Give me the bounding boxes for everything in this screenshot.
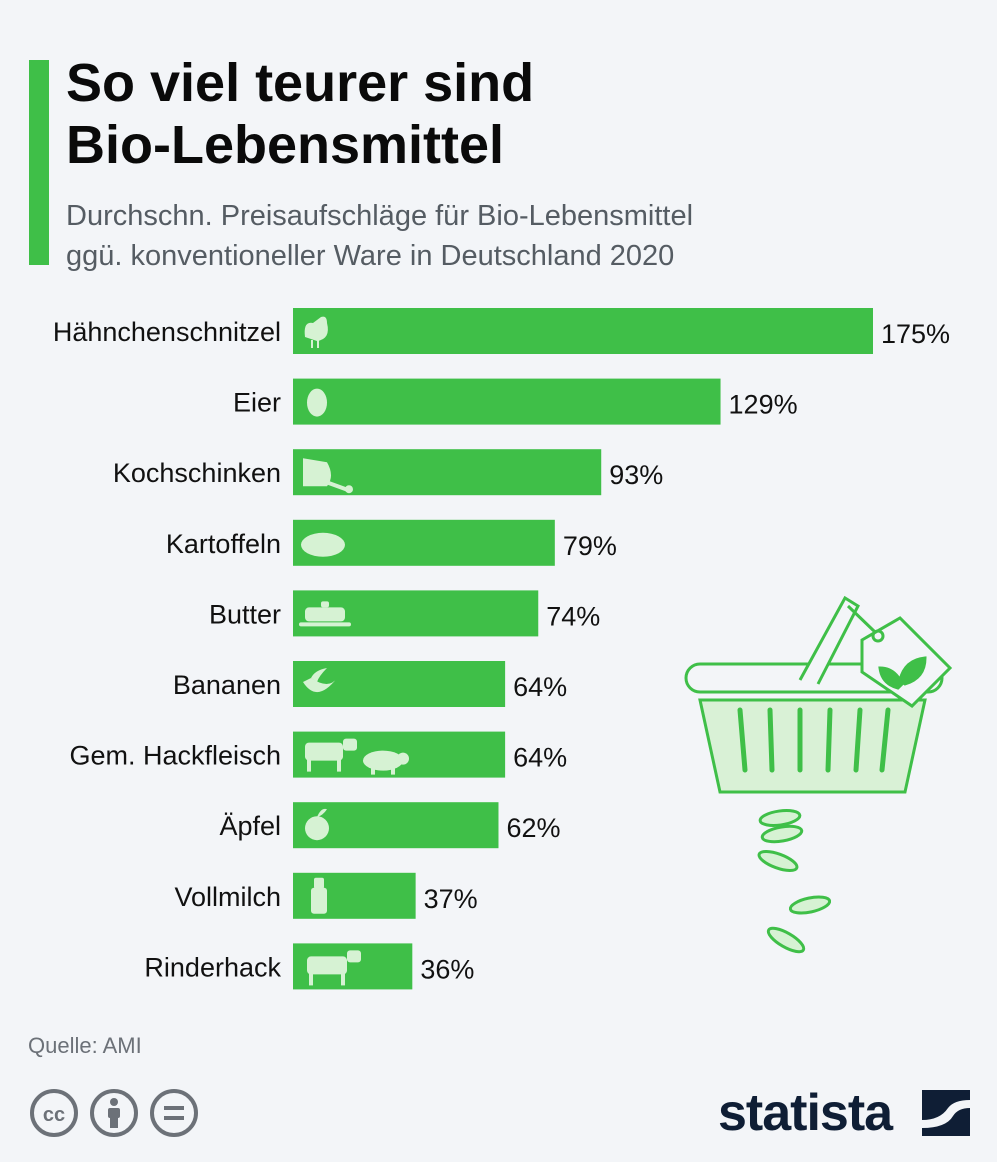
title-line-2: Bio-Lebensmittel bbox=[66, 115, 505, 175]
value-label-1: 129% bbox=[729, 390, 798, 420]
svg-text:cc: cc bbox=[43, 1104, 65, 1126]
cow-and-pig-icon bbox=[305, 738, 409, 775]
value-label-6: 64% bbox=[513, 743, 567, 773]
brand-name: statista bbox=[718, 1084, 893, 1142]
value-label-8: 37% bbox=[424, 884, 478, 914]
title-accent-bar bbox=[29, 60, 49, 265]
value-label-4: 74% bbox=[546, 601, 600, 631]
category-label-2: Kochschinken bbox=[113, 458, 281, 488]
value-label-3: 79% bbox=[563, 531, 617, 561]
shopping-basket-icon bbox=[684, 595, 953, 794]
category-label-5: Bananen bbox=[173, 670, 281, 700]
falling-coins-icon bbox=[757, 809, 832, 954]
bar-1 bbox=[293, 378, 721, 425]
chart-subtitle: Durchschn. Preisaufschläge für Bio-Leben… bbox=[66, 196, 966, 276]
banana-icon bbox=[303, 668, 337, 693]
bar-0 bbox=[293, 308, 873, 354]
subtitle-line-2: ggü. konventioneller Ware in Deutschland… bbox=[66, 240, 675, 272]
category-label-7: Äpfel bbox=[219, 811, 281, 841]
value-label-7: 62% bbox=[506, 813, 560, 843]
cow-icon bbox=[307, 950, 361, 986]
value-label-9: 36% bbox=[420, 954, 474, 984]
category-label-6: Gem. Hackfleisch bbox=[69, 741, 281, 771]
category-label-3: Kartoffeln bbox=[166, 529, 281, 559]
title-line-1: So viel teurer sind bbox=[66, 53, 535, 113]
butter-dish-icon bbox=[299, 601, 351, 627]
chicken-icon bbox=[304, 316, 328, 348]
attribution-icon[interactable] bbox=[88, 1087, 140, 1139]
category-label-0: Hähnchenschnitzel bbox=[53, 317, 281, 347]
source-note: Quelle: AMI bbox=[28, 1033, 142, 1058]
bars-layer: Hähnchenschnitzel 175% Eier 129% Kochschinke… bbox=[53, 308, 950, 990]
potato-icon bbox=[301, 532, 345, 557]
value-label-2: 93% bbox=[609, 460, 663, 490]
milk-bottle-icon bbox=[311, 877, 327, 914]
apple-icon bbox=[305, 808, 329, 841]
statista-logo[interactable]: statista bbox=[718, 1083, 978, 1143]
creative-commons-icon[interactable]: cc bbox=[28, 1087, 80, 1139]
category-label-8: Vollmilch bbox=[174, 882, 281, 912]
egg-icon bbox=[307, 388, 327, 417]
chart-title: So viel teurer sind Bio-Lebensmittel bbox=[66, 52, 966, 176]
bar-chart: Hähnchenschnitzel 175% Eier 129% Kochschinke… bbox=[53, 308, 953, 990]
ham-icon bbox=[303, 458, 353, 494]
category-label-9: Rinderhack bbox=[144, 952, 281, 982]
statista-mark-icon bbox=[922, 1090, 970, 1136]
category-label-4: Butter bbox=[209, 599, 281, 629]
value-label-5: 64% bbox=[513, 672, 567, 702]
subtitle-line-1: Durchschn. Preisaufschläge für Bio-Leben… bbox=[66, 200, 694, 232]
value-label-0: 175% bbox=[881, 319, 950, 349]
no-derivatives-icon[interactable] bbox=[148, 1087, 200, 1139]
category-label-1: Eier bbox=[233, 388, 281, 418]
